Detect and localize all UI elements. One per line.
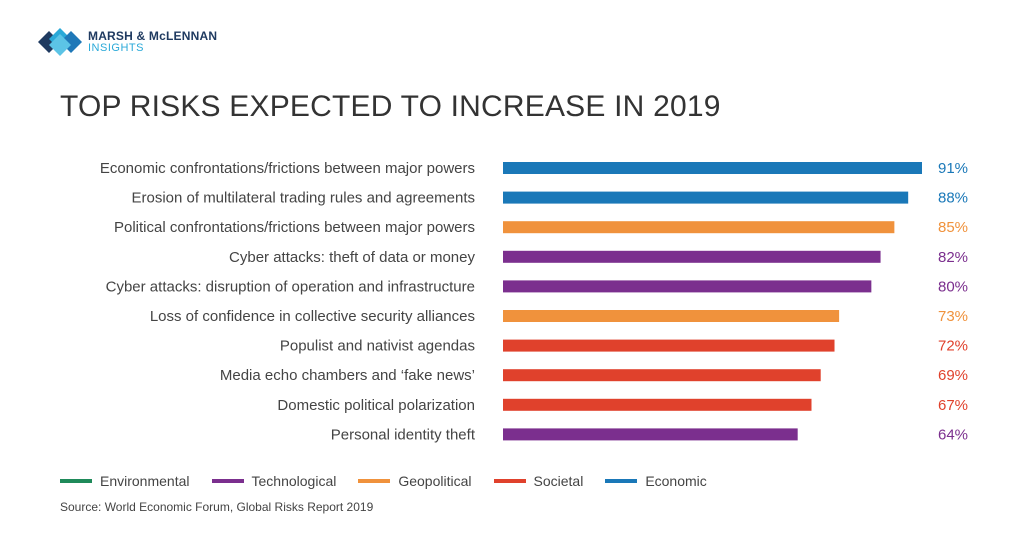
category-label: Cyber attacks: theft of data or money [229, 249, 475, 266]
legend-swatch-economic [605, 479, 638, 483]
value-label: 91% [938, 160, 968, 177]
value-label: 69% [938, 367, 968, 384]
value-label: 73% [938, 308, 968, 325]
category-label: Economic confrontations/frictions betwee… [100, 160, 475, 177]
legend-item-environmental: Environmental [60, 473, 190, 489]
legend: Environmental Technological Geopolitical… [60, 473, 729, 489]
source-note: Source: World Economic Forum, Global Ris… [60, 500, 374, 514]
value-label: 72% [938, 338, 968, 355]
category-label: Media echo chambers and ‘fake news’ [220, 367, 475, 384]
category-label: Personal identity theft [331, 426, 476, 443]
logo-main-text: MARSH & McLENNAN [88, 29, 218, 43]
category-label: Erosion of multilateral trading rules an… [131, 190, 475, 207]
bar [503, 250, 881, 263]
bar [503, 310, 840, 322]
legend-swatch-societal [493, 479, 526, 483]
legend-label-technological: Technological [251, 473, 337, 489]
legend-item-geopolitical: Geopolitical [358, 473, 472, 489]
legend-label-economic: Economic [645, 473, 707, 489]
legend-swatch-geopolitical [358, 479, 391, 483]
value-label: 88% [938, 190, 968, 207]
legend-label-geopolitical: Geopolitical [398, 473, 472, 489]
legend-item-societal: Societal [493, 473, 584, 489]
value-label: 85% [938, 219, 968, 236]
legend-swatch-environmental [60, 479, 92, 483]
bar [503, 162, 922, 174]
bar [503, 280, 872, 293]
value-label: 82% [938, 249, 968, 266]
legend-item-technological: Technological [211, 473, 337, 489]
category-label: Domestic political polarization [277, 397, 475, 414]
bar [503, 221, 895, 234]
legend-item-economic: Economic [605, 473, 707, 489]
bar [503, 339, 835, 352]
bar [503, 398, 812, 411]
bar [503, 369, 821, 382]
logo: MARSH & McLENNAN INSIGHTS [38, 28, 217, 56]
chart-title: TOP RISKS EXPECTED TO INCREASE IN 2019 [60, 90, 721, 123]
value-label: 80% [938, 278, 968, 295]
category-label: Loss of confidence in collective securit… [150, 308, 475, 325]
logo-mark-icon [38, 28, 82, 56]
legend-label-societal: Societal [533, 473, 584, 489]
logo-sub-text: INSIGHTS [88, 42, 144, 54]
value-label: 67% [938, 397, 968, 414]
legend-label-environmental: Environmental [100, 473, 190, 489]
category-label: Populist and nativist agendas [280, 338, 475, 355]
bar [503, 191, 909, 204]
bar [503, 428, 798, 441]
category-label: Cyber attacks: disruption of operation a… [106, 278, 475, 295]
legend-swatch-technological [211, 479, 244, 483]
value-label: 64% [938, 426, 968, 443]
category-label: Political confrontations/frictions betwe… [114, 219, 475, 236]
